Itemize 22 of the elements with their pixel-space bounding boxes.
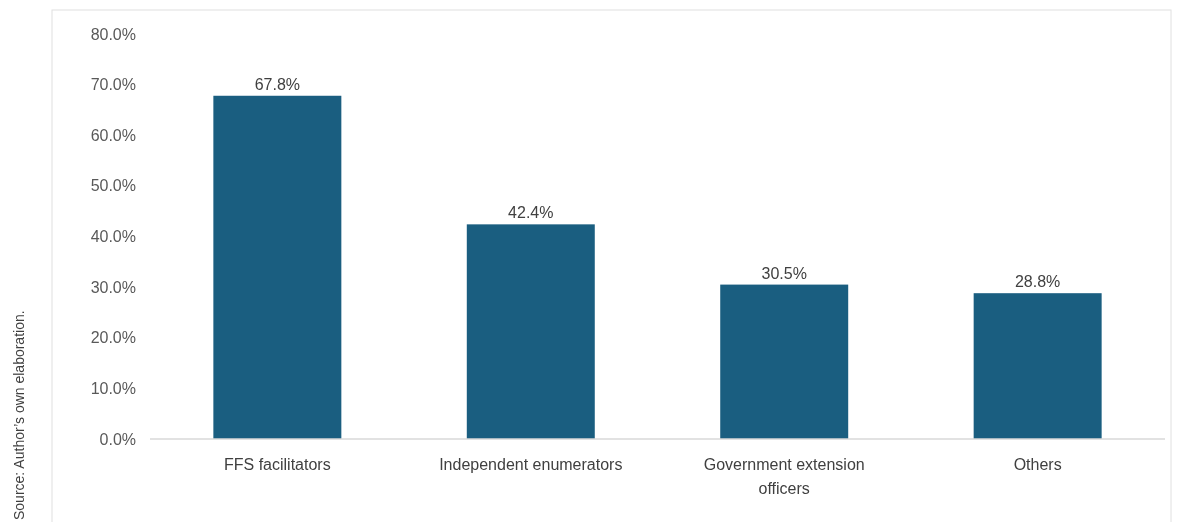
x-tick-label: FFS facilitators: [224, 456, 331, 473]
bar: [466, 224, 595, 439]
data-label: 42.4%: [508, 204, 554, 222]
y-tick-label: 50.0%: [90, 177, 136, 195]
y-tick-label: 20.0%: [90, 329, 136, 347]
y-tick-label: 30.0%: [90, 278, 136, 296]
y-tick-label: 10.0%: [90, 379, 136, 397]
x-tick-label: Others: [1013, 456, 1062, 473]
data-label: 67.8%: [254, 75, 301, 93]
source-note: Source: Author’s own elaboration.: [11, 310, 27, 520]
x-tick-label: Government extension officers: [703, 456, 865, 497]
bar: [213, 95, 342, 439]
y-tick-label: 0.0%: [99, 430, 136, 448]
x-tick-label: Independent enumerators: [439, 456, 623, 473]
data-label: 30.5%: [761, 264, 807, 282]
y-tick-label: 40.0%: [90, 228, 136, 246]
y-tick-label: 60.0%: [90, 126, 136, 144]
data-label: 28.8%: [1014, 273, 1061, 291]
bar: [720, 284, 849, 439]
y-tick-label: 80.0%: [90, 25, 136, 43]
y-tick-label: 70.0%: [90, 76, 136, 94]
bar: [973, 293, 1102, 439]
